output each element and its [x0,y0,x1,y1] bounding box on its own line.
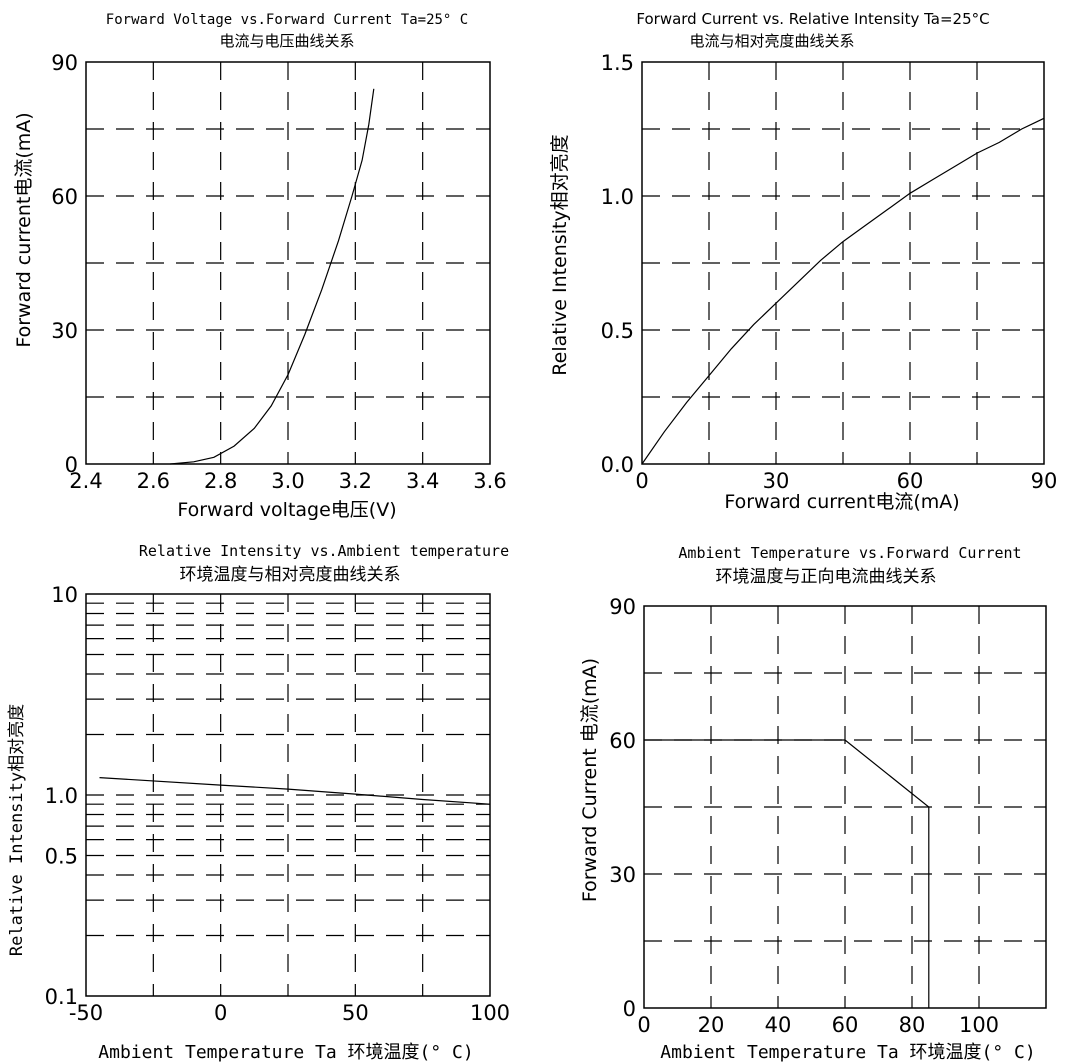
x-tick-label: 3.6 [473,469,506,493]
y-tick-label: 0.0 [601,453,634,477]
chart1-subtitle: 电流与电压曲线关系 [219,32,354,50]
chart3-y-label: Relative Intensity相对亮度 [7,704,27,956]
x-tick-label: 50 [342,1001,369,1025]
chart-forward-voltage-current: Forward Voltage vs.Forward Current Ta=25… [13,12,507,521]
x-tick-label: 80 [899,1013,926,1037]
chart3-y-ticks: 0.1 0.5 1.0 10 [45,583,78,1009]
y-tick-label: 60 [609,729,636,753]
chart4-title: Ambient Temperature vs.Forward Current [678,544,1021,562]
chart3-subtitle: 环境温度与相对亮度曲线关系 [180,565,401,585]
y-tick-label: 30 [51,319,78,343]
x-tick-label: 60 [897,469,924,493]
x-tick-label: 0 [637,1013,650,1037]
chart1-y-ticks: 0 30 60 90 [51,51,78,477]
chart4-subtitle: 环境温度与正向电流曲线关系 [716,567,937,587]
chart-relative-intensity-temperature: Relative Intensity vs.Ambient temperatur… [7,542,510,1063]
chart2-series-line [641,117,1045,465]
chart2-x-label: Forward current电流(mA) [724,491,959,513]
y-tick-label: 0.5 [45,845,78,869]
y-tick-label: 60 [51,185,78,209]
x-tick-label: 2.6 [137,469,170,493]
y-tick-label: 1.0 [45,784,78,808]
chart4-plot-frame [643,605,1047,1009]
y-tick-label: 0 [623,997,636,1021]
x-tick-label: 3.2 [339,469,372,493]
chart-temperature-forward-current: Ambient Temperature vs.Forward Current 环… [579,544,1047,1063]
y-tick-label: 0.1 [45,985,78,1009]
chart2-y-label: Relative Intensity相对亮度 [549,134,571,375]
chart3-plot-frame [85,593,491,997]
x-tick-label: 2.4 [69,469,102,493]
chart2-title: Forward Current vs. Relative Intensity T… [636,10,989,28]
x-tick-label: 100 [959,1013,999,1037]
x-tick-label: 60 [832,1013,859,1037]
x-tick-label: 20 [698,1013,725,1037]
x-tick-label: 40 [765,1013,792,1037]
y-tick-label: 0 [65,453,78,477]
x-tick-label: 100 [470,1001,510,1025]
x-tick-label: 90 [1031,469,1058,493]
chart1-x-ticks: 2.4 2.6 2.8 3.0 3.2 3.4 3.6 [69,469,506,493]
chart2-subtitle: 电流与相对亮度曲线关系 [689,32,854,50]
chart3-x-label: Ambient Temperature Ta 环境温度(° C) [98,1042,473,1063]
chart2-x-ticks: 0 30 60 90 [635,469,1057,493]
x-tick-label: -50 [69,1001,103,1025]
chart2-plot-frame [641,61,1045,465]
y-tick-label: 10 [51,583,78,607]
chart4-y-ticks: 0 30 60 90 [609,595,636,1021]
chart1-title: Forward Voltage vs.Forward Current Ta=25… [106,12,468,28]
chart4-x-ticks: 0 20 40 60 80 100 [637,1013,999,1037]
x-tick-label: 2.8 [204,469,237,493]
x-tick-label: 3.0 [271,469,304,493]
chart3-series-line [99,777,491,805]
chart1-series-line [170,88,375,465]
y-tick-label: 1.0 [601,185,634,209]
chart4-x-label: Ambient Temperature Ta 环境温度(° C) [660,1042,1035,1063]
chart4-y-label: Forward Current 电流(mA) [579,658,601,902]
y-tick-label: 90 [609,595,636,619]
y-tick-label: 1.5 [601,51,634,75]
chart4-grid [644,606,1046,1008]
chart4-series-line [644,739,930,1008]
x-tick-label: 0 [635,469,648,493]
chart2-grid [642,62,1044,464]
chart-current-relative-intensity: Forward Current vs. Relative Intensity T… [549,10,1057,513]
x-tick-label: 30 [763,469,790,493]
chart3-grid [86,594,490,996]
y-tick-label: 30 [609,863,636,887]
chart1-plot-frame [85,61,491,465]
chart1-y-label: Forward current电流(mA) [13,112,35,347]
y-tick-label: 90 [51,51,78,75]
chart1-grid [86,62,490,464]
y-tick-label: 0.5 [601,319,634,343]
chart1-x-label: Forward voltage电压(V) [177,499,396,521]
chart3-x-ticks: -50 0 50 100 [69,1001,510,1025]
chart2-y-ticks: 0.0 0.5 1.0 1.5 [601,51,634,477]
x-tick-label: 3.4 [406,469,439,493]
chart3-title: Relative Intensity vs.Ambient temperatur… [139,542,509,560]
x-tick-label: 0 [214,1001,227,1025]
